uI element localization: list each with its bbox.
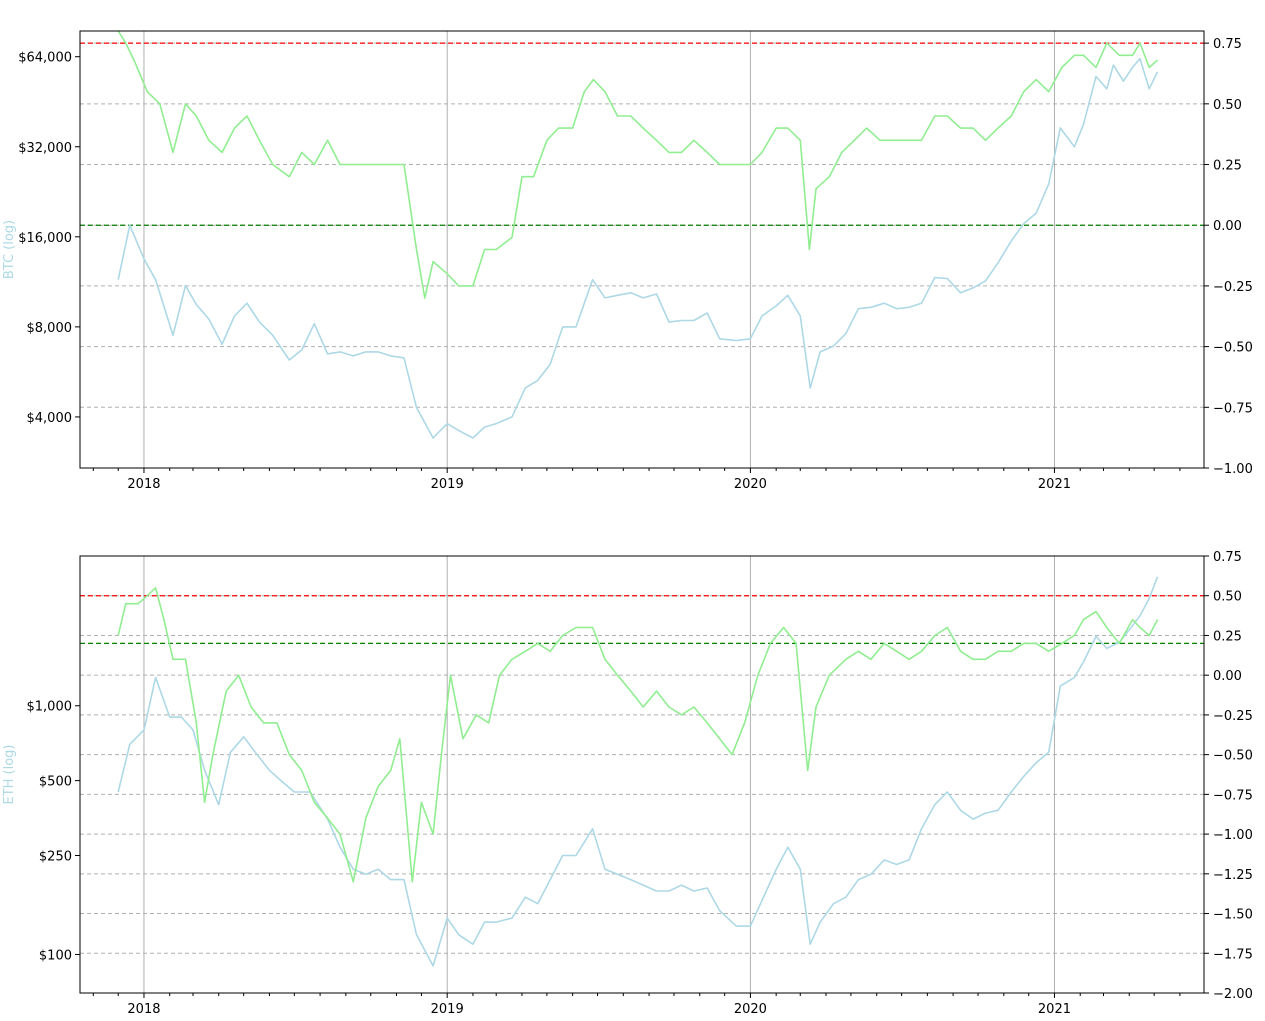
eth-panel: 2018 2019 2020 2021 $100 $250 $500 $1,000 −2.00 −… — [2, 550, 1253, 1017]
x-tick-label: 2021 — [1038, 1002, 1071, 1017]
y2-tick-label: −0.75 — [1213, 401, 1253, 416]
y-axis-label: ETH (log) — [2, 744, 17, 804]
y-tick-label: $250 — [39, 849, 72, 864]
score-series-line — [117, 30, 1159, 299]
y2-tick-label: −1.50 — [1213, 908, 1253, 923]
x-tick-label: 2020 — [734, 1002, 767, 1017]
y-tick-label: $32,000 — [18, 141, 72, 156]
y2-tick-label: 0.25 — [1213, 629, 1242, 644]
y2-tick-label: −1.25 — [1213, 868, 1253, 883]
axes-frame — [79, 30, 1205, 469]
y2-tick-label: −0.25 — [1213, 709, 1253, 724]
y2-tick-label: −0.75 — [1213, 788, 1253, 803]
y-tick-label: $64,000 — [18, 51, 72, 66]
y2-tick-label: −2.00 — [1213, 987, 1253, 1002]
y-tick-label: $1,000 — [27, 700, 73, 715]
axes-frame — [79, 555, 1205, 994]
price-series-line — [117, 576, 1159, 967]
score-series-line — [117, 586, 1159, 883]
y-tick-label: $4,000 — [27, 411, 73, 426]
y2-tick-label: 0.75 — [1213, 550, 1242, 565]
y2-tick-label: 0.50 — [1213, 590, 1242, 605]
y-axis-label: BTC (log) — [2, 220, 17, 279]
btc-panel: 2018 2019 2020 2021 $4,000 $8,000 $16,000 $32,0… — [2, 30, 1253, 492]
y2-tick-label: 0.50 — [1213, 98, 1242, 113]
y2-tick-label: −0.50 — [1213, 749, 1253, 764]
x-tick-label: 2018 — [127, 477, 160, 492]
y2-tick-label: 0.00 — [1213, 669, 1242, 684]
y2-tick-label: −1.75 — [1213, 947, 1253, 962]
y2-tick-label: 0.75 — [1213, 37, 1242, 52]
x-tick-label: 2019 — [431, 477, 464, 492]
price-series-line — [117, 57, 1159, 439]
y2-tick-label: −0.50 — [1213, 341, 1253, 356]
y-tick-label: $100 — [39, 948, 72, 963]
y-tick-label: $8,000 — [27, 321, 73, 336]
y-tick-label: $500 — [39, 775, 72, 790]
y-tick-label: $16,000 — [18, 231, 72, 246]
y2-tick-label: −1.00 — [1213, 828, 1253, 843]
x-tick-label: 2019 — [431, 1002, 464, 1017]
x-tick-label: 2020 — [734, 477, 767, 492]
y2-tick-label: −0.25 — [1213, 280, 1253, 295]
x-tick-label: 2021 — [1038, 477, 1071, 492]
y2-tick-label: 0.25 — [1213, 159, 1242, 174]
y2-tick-label: −1.00 — [1213, 462, 1253, 477]
x-tick-label: 2018 — [127, 1002, 160, 1017]
y2-tick-label: 0.00 — [1213, 219, 1242, 234]
